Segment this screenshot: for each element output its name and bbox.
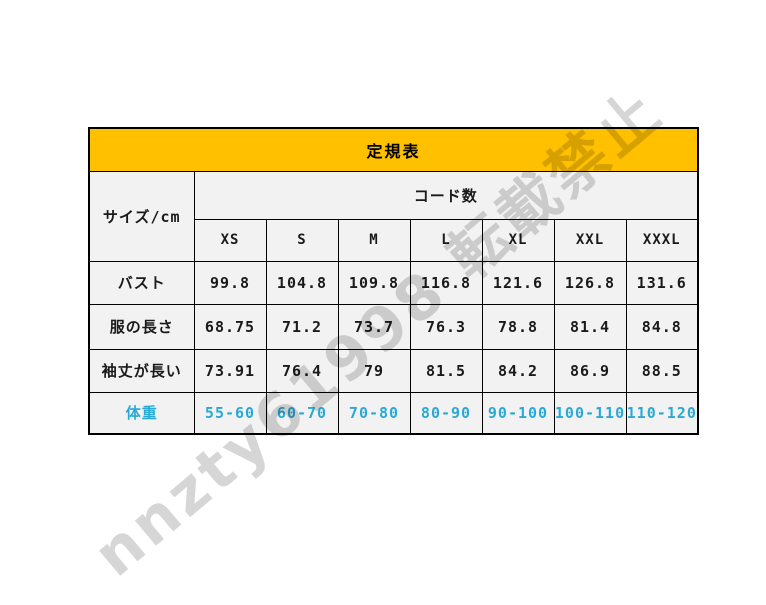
cell-value: 71.2 [265, 303, 339, 350]
table-row-weight: 体重 55-60 60-70 70-80 80-90 90-100 100-11… [88, 391, 699, 435]
cell-value: 60-70 [265, 391, 339, 435]
column-group-row: サイズ/cm コード数 [88, 170, 699, 262]
cell-value: 76.3 [409, 303, 483, 350]
cell-value: 84.8 [625, 303, 699, 350]
cell-value: 84.2 [481, 348, 555, 393]
cell-value: 81.5 [409, 348, 483, 393]
row-label: バスト [88, 260, 195, 305]
size-header-xxl: XXL [553, 218, 627, 262]
cell-value: 121.6 [481, 260, 555, 305]
cell-value: 70-80 [337, 391, 411, 435]
cell-value: 116.8 [409, 260, 483, 305]
cell-value: 110-120 [625, 391, 699, 435]
cell-value: 78.8 [481, 303, 555, 350]
cell-value: 55-60 [193, 391, 267, 435]
cell-value: 90-100 [481, 391, 555, 435]
cell-value: 76.4 [265, 348, 339, 393]
size-chart-table: 定規表 サイズ/cm コード数 XS S M L XL XXL XXXL バスト… [88, 127, 700, 435]
cell-value: 126.8 [553, 260, 627, 305]
cell-value: 73.7 [337, 303, 411, 350]
table-row-length: 服の長さ 68.75 71.2 73.7 76.3 78.8 81.4 84.8 [88, 303, 699, 350]
size-header-xl: XL [481, 218, 555, 262]
table-row-sleeve: 袖丈が長い 73.91 76.4 79 81.5 84.2 86.9 88.5 [88, 348, 699, 393]
cell-value: 81.4 [553, 303, 627, 350]
size-header-s: S [265, 218, 339, 262]
cell-value: 86.9 [553, 348, 627, 393]
size-header-xxxl: XXXL [625, 218, 699, 262]
row-label: 体重 [88, 391, 195, 435]
chart-title: 定規表 [88, 127, 699, 172]
cell-value: 88.5 [625, 348, 699, 393]
size-header-l: L [409, 218, 483, 262]
table-row-bust: バスト 99.8 104.8 109.8 116.8 121.6 126.8 1… [88, 260, 699, 305]
cell-value: 104.8 [265, 260, 339, 305]
cell-value: 109.8 [337, 260, 411, 305]
title-row: 定規表 [88, 127, 699, 172]
cell-value: 80-90 [409, 391, 483, 435]
cell-value: 73.91 [193, 348, 267, 393]
row-label: 袖丈が長い [88, 348, 195, 393]
size-header-m: M [337, 218, 411, 262]
size-header-row: XS S M L XL XXL XXXL [89, 218, 699, 262]
size-unit-header: サイズ/cm [88, 170, 195, 262]
code-count-header: コード数 [193, 170, 699, 220]
cell-value: 79 [337, 348, 411, 393]
cell-value: 68.75 [193, 303, 267, 350]
cell-value: 100-110 [553, 391, 627, 435]
cell-value: 99.8 [193, 260, 267, 305]
cell-value: 131.6 [625, 260, 699, 305]
row-label: 服の長さ [88, 303, 195, 350]
size-header-xs: XS [193, 218, 267, 262]
